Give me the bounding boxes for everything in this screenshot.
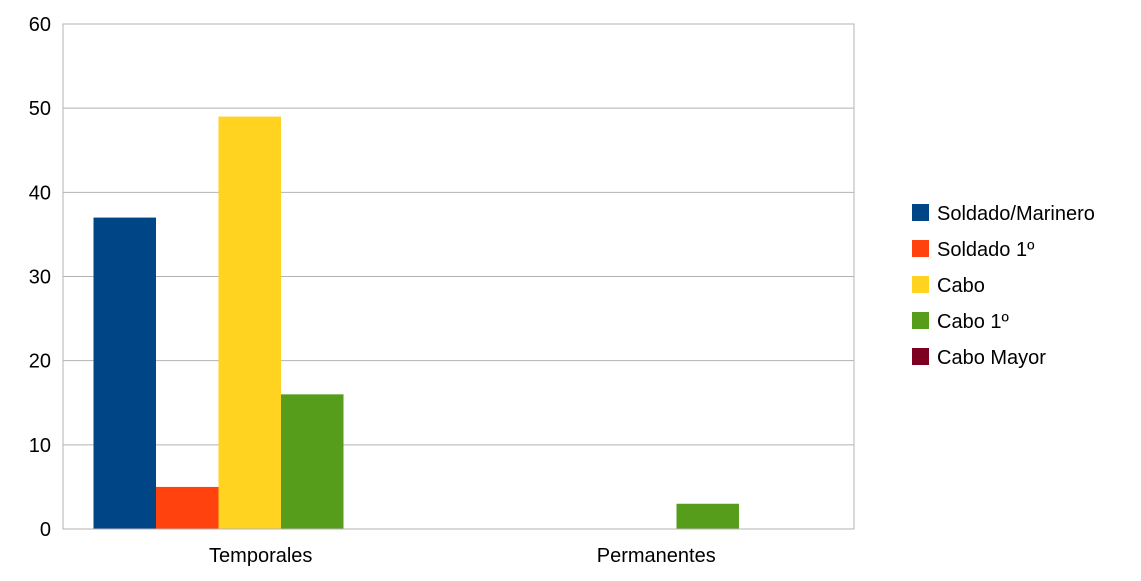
- legend-swatch: [912, 348, 929, 365]
- legend-swatch: [912, 276, 929, 293]
- y-tick-label: 40: [29, 182, 51, 204]
- grid-layer: [63, 23, 854, 530]
- bar-cabo-1--permanentes: [676, 503, 739, 529]
- y-tick-label: 60: [29, 14, 51, 36]
- plot-area-border: [62, 23, 855, 530]
- x-category-label: Temporales: [209, 545, 312, 567]
- y-tick-label: 20: [29, 351, 51, 373]
- bar-cabo-temporales: [218, 116, 281, 529]
- y-tick-label: 30: [29, 267, 51, 289]
- legend: Soldado/Marinero Soldado 1º Cabo Cabo 1º Cab…: [912, 203, 1095, 369]
- bar-soldado-1--temporales: [156, 486, 219, 529]
- legend-swatch: [912, 240, 929, 257]
- y-tick-label: 10: [29, 435, 51, 457]
- x-axis: Temporales Permanentes: [209, 545, 716, 567]
- legend-swatch: [912, 312, 929, 329]
- legend-label: Soldado 1º: [937, 239, 1035, 261]
- legend-label: Cabo Mayor: [937, 347, 1046, 369]
- bars-layer: [93, 116, 739, 530]
- legend-swatch: [912, 204, 929, 221]
- legend-label: Soldado/Marinero: [937, 203, 1095, 225]
- y-tick-label: 0: [40, 519, 51, 541]
- bar-soldado-marinero-temporales: [93, 217, 156, 530]
- legend-label: Cabo 1º: [937, 311, 1009, 333]
- y-axis: 0 10 20 30 40 50 60: [29, 14, 51, 541]
- bar-cabo-1--temporales: [281, 394, 344, 529]
- legend-label: Cabo: [937, 275, 985, 297]
- y-tick-label: 50: [29, 98, 51, 120]
- x-category-label: Permanentes: [597, 545, 716, 567]
